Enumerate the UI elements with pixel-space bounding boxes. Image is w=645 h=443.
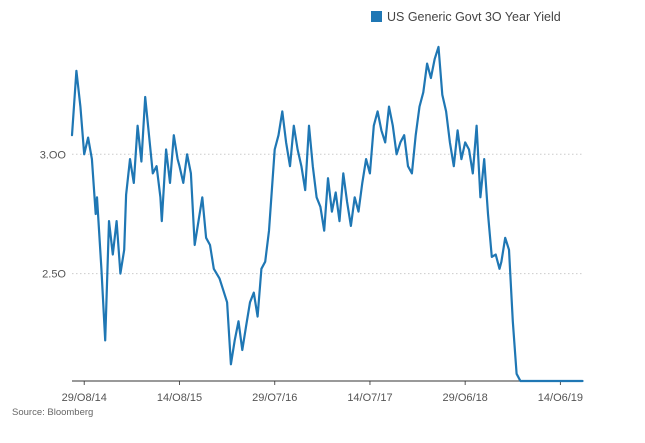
series-line-0 [70,45,584,383]
source-note: Source: Bloomberg [12,407,94,418]
x-tick-label: 14/O7/17 [347,392,392,404]
y-tick-labels: 2.5O 3.OO [40,149,67,280]
x-tick-label: 29/O8/14 [62,392,107,404]
y-tick-label: 3.OO [40,149,67,161]
series-layer [70,45,584,383]
gridlines [72,153,583,275]
y-tick-label: 2.5O [42,269,66,281]
x-tick-label: 29/O6/18 [443,392,488,404]
x-tick-label: 14/O6/19 [538,392,583,404]
legend: US Generic Govt 3O Year Yield [371,10,561,24]
legend-label: US Generic Govt 3O Year Yield [387,10,561,24]
x-tick-labels: 29/O8/14 14/O8/15 29/O7/16 14/O7/17 29/O6/18… [62,381,583,404]
legend-swatch [371,11,382,22]
x-tick-label: 14/O8/15 [157,392,202,404]
x-tick-label: 29/O7/16 [252,392,297,404]
